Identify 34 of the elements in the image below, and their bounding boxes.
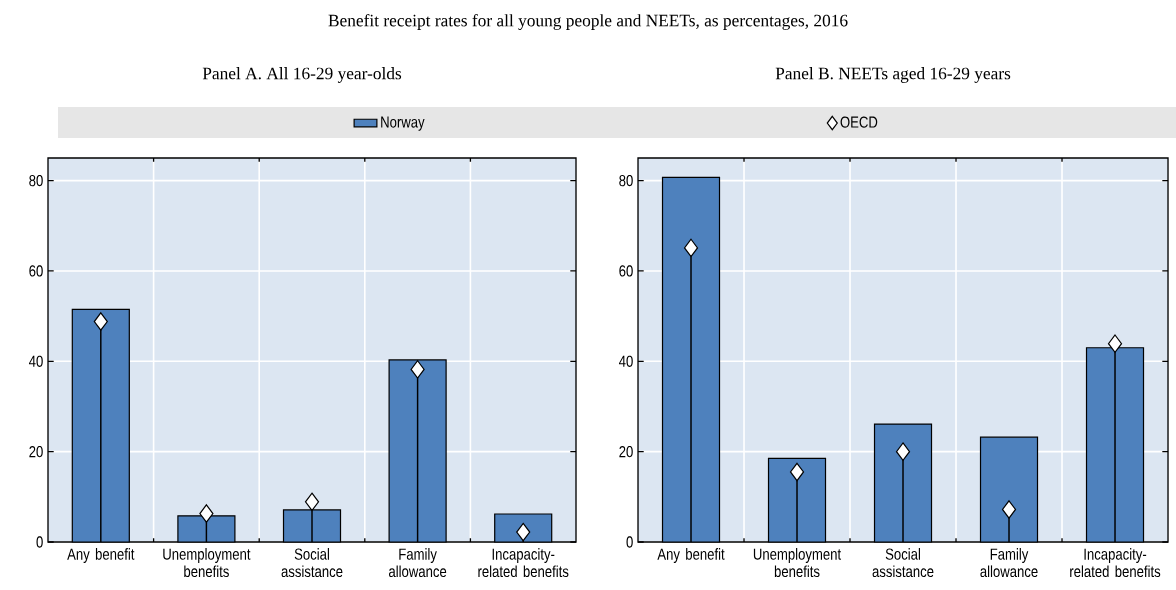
x-tick-label: Any benefit [67,548,135,563]
point [789,462,805,482]
x-tick-label: Family allowance [389,548,447,578]
y-tick-label: 60 [619,265,633,277]
x-tick-label: Social assistance [281,548,343,578]
y-tick-label: 80 [29,174,43,187]
point [410,360,425,379]
point [1001,500,1017,519]
y-tick-label: 40 [619,355,633,367]
legend-label: OECD [840,116,878,128]
x-tick-label: Any benefit [657,548,725,563]
y-tick-label: 80 [619,174,633,187]
y-tick-label: 0 [36,536,43,548]
point [1107,334,1123,353]
x-tick-label: Social assistance [872,548,934,578]
point [199,504,214,523]
y-tick-label: 40 [29,355,43,367]
chart-subtitle: Panel B. NEETs aged 16-29 years [775,67,1011,83]
x-tick-label: Family allowance [980,548,1038,578]
y-tick-label: 0 [626,536,633,548]
chart-subtitle: Panel A. All 16-29 year-olds [202,67,402,83]
point [304,492,320,512]
y-tick-label: 20 [29,445,43,458]
x-tick-label: Incapacity-related benefits [478,548,569,578]
legend-label: Norway [381,116,425,131]
y-tick-label: 60 [29,265,43,277]
x-tick-label: Unemployment benefits [753,548,842,578]
y-tick-label: 20 [619,445,633,458]
x-tick-label: Unemployment benefits [163,548,251,578]
point [93,312,108,331]
point [683,238,699,258]
point [895,442,911,461]
chart-title: Benefit receipt rates for all young people and NEETs, as percentages, 2016 [328,14,848,30]
x-tick-label: Incapacity-related benefits [1070,548,1161,578]
